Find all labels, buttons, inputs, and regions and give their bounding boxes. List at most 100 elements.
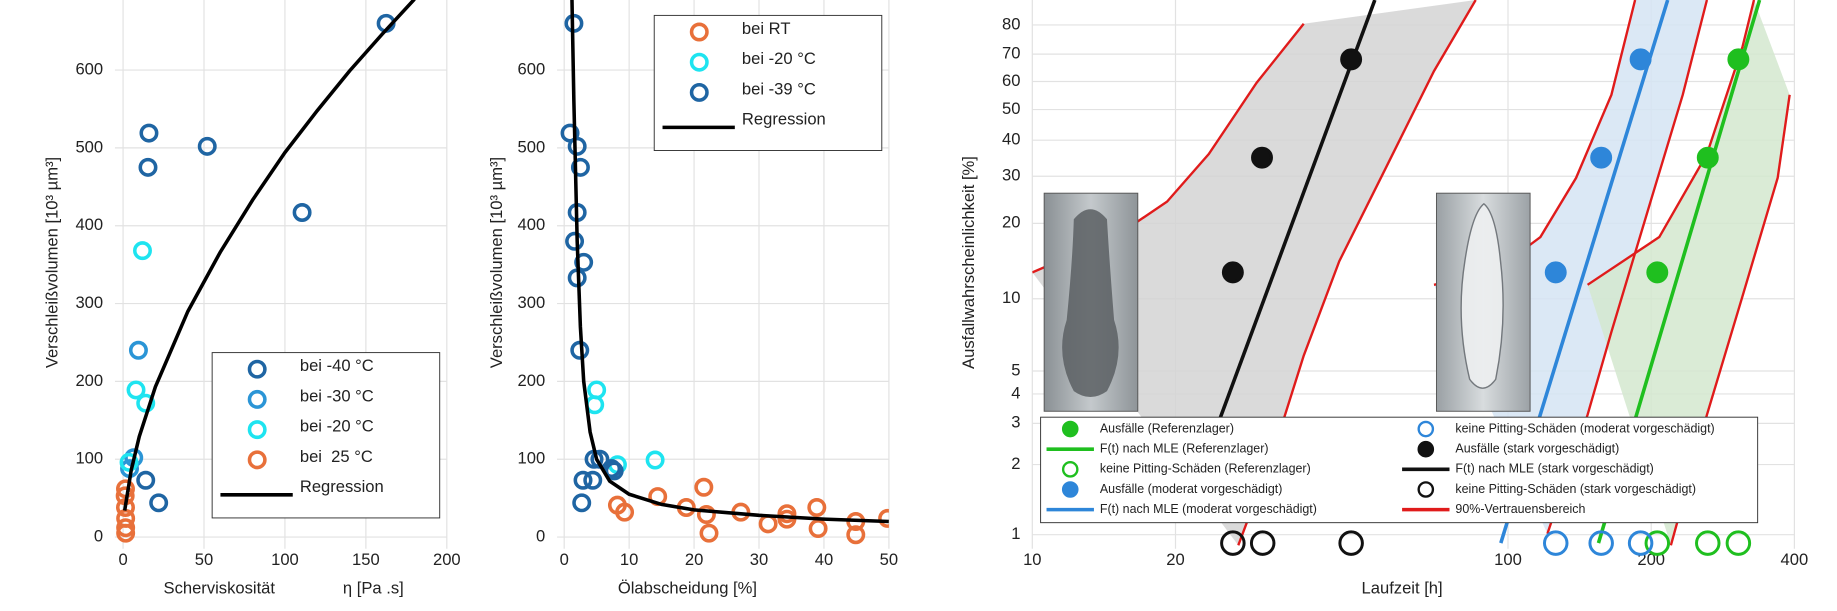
x-tick-label: 200: [433, 550, 461, 569]
photo-wear-mark: [1460, 202, 1504, 389]
x-tick-label: 150: [352, 550, 380, 569]
data-point: [807, 498, 827, 517]
x-tick-label: 50: [195, 550, 213, 569]
x-tick-label: 100: [1494, 550, 1522, 569]
x-axis-label: Laufzeit [h]: [1362, 578, 1443, 597]
legend: bei RT bei -20 °C bei -39 °C Regression: [653, 14, 883, 151]
y-axis-label: Ausfallwahrscheinlichkeit [%]: [959, 156, 978, 369]
x-tick-label: 10: [620, 550, 638, 569]
legend-label: bei RT: [742, 19, 791, 38]
legend-swatch: [247, 359, 267, 379]
x-tick-label: 30: [750, 550, 768, 569]
data-point: [574, 252, 594, 272]
data-point: [1629, 48, 1652, 71]
legend-label: bei -40 °C: [300, 356, 374, 375]
y-tick-label: 400: [518, 215, 546, 234]
y-tick-label: 200: [518, 371, 546, 390]
photo-insets: [1043, 192, 1531, 412]
legend-label: bei -20 °C: [300, 417, 374, 436]
legend-label: Regression: [742, 110, 826, 129]
legend-label: bei 25 °C: [300, 447, 373, 466]
legend-swatch: [689, 52, 709, 72]
data-point: [565, 231, 585, 251]
photo-wear-mark: [1062, 209, 1119, 398]
legend: Ausfälle (Referenzlager) F(t) nach MLE (R…: [1040, 416, 1759, 524]
y-tick-label: 200: [75, 371, 103, 390]
data-point: [126, 380, 146, 400]
y-tick-label: 50: [1002, 99, 1020, 118]
legend-label: 90%-Vertrauensbereich: [1455, 502, 1585, 516]
data-point: [133, 241, 152, 261]
legend-swatch: [247, 420, 267, 440]
regression-line: [122, 0, 416, 511]
y-tick-label: 500: [518, 137, 546, 156]
y-tick-label: 60: [1002, 71, 1020, 90]
data-point: [878, 508, 889, 528]
legend-label: Regression: [300, 477, 384, 496]
legend-swatch: [1417, 440, 1435, 458]
y-tick-label: 70: [1002, 43, 1020, 62]
x-tick-label: 50: [880, 550, 898, 569]
y-tick-label: 100: [75, 449, 103, 468]
chart: 0 10 20 30 40 500100200300400500600Ölabscheid…: [487, 0, 898, 597]
legend-label: F(t) nach MLE (stark vorgeschädigt): [1455, 462, 1653, 476]
legend-swatch: [247, 450, 267, 470]
y-tick-label: 300: [75, 293, 103, 312]
x-axis-label: Ölabscheidung [%]: [618, 578, 757, 597]
data-point: [1221, 261, 1244, 284]
y-tick-label: 3: [1011, 413, 1020, 432]
legend-swatch: [247, 389, 267, 409]
x-axis-unit: η [Pa .s]: [343, 578, 404, 597]
x-axis-label: Scherviskosität: [164, 578, 276, 597]
legend-label: F(t) nach MLE (moderat vorgeschädigt): [1100, 502, 1317, 516]
x-tick-label: 20: [1166, 550, 1184, 569]
legend-label: bei -30 °C: [300, 386, 374, 405]
legend-label: bei -20 °C: [742, 49, 816, 68]
data-point: [1543, 530, 1569, 556]
y-tick-label: 10: [1002, 288, 1020, 307]
data-point: [583, 470, 603, 490]
legend-swatch: [1061, 420, 1079, 438]
legend-label: F(t) nach MLE (Referenzlager): [1100, 441, 1269, 455]
legend-swatch: [689, 22, 709, 42]
data-point: [846, 525, 866, 545]
confidence-band-area: [1032, 0, 1476, 546]
legend-label: Ausfälle (moderat vorgeschädigt): [1100, 482, 1283, 496]
x-tick-label: 40: [815, 550, 833, 569]
data-point: [572, 493, 592, 513]
y-tick-label: 600: [75, 59, 103, 78]
data-point: [573, 470, 593, 490]
data-point: [758, 514, 778, 534]
plot-area: [115, 0, 416, 543]
y-tick-label: 2: [1011, 454, 1020, 473]
data-point: [1338, 530, 1364, 556]
y-tick-label: 0: [94, 526, 103, 545]
data-point: [587, 380, 607, 400]
data-point: [1251, 146, 1273, 169]
plot-area: [560, 0, 889, 545]
data-point: [1220, 530, 1246, 556]
data-point: [138, 157, 158, 177]
legend-swatch: [689, 82, 709, 102]
regression-line: [570, 0, 889, 524]
y-axis-label: Verschleißvolumen [10³ µm³]: [43, 157, 62, 368]
marker-layer: [1220, 48, 1752, 556]
data-point: [139, 123, 159, 143]
x-tick-label: 20: [685, 550, 703, 569]
data-point: [1725, 530, 1752, 556]
y-tick-label: 30: [1002, 166, 1020, 185]
data-point: [567, 136, 587, 156]
data-point: [128, 340, 148, 360]
data-point: [1340, 48, 1363, 71]
y-tick-label: 1: [1011, 524, 1020, 543]
x-tick-label: 10: [1023, 550, 1041, 569]
legend-label: Ausfälle (Referenzlager): [1100, 421, 1234, 435]
data-point: [116, 523, 136, 543]
y-tick-label: 600: [518, 59, 546, 78]
y-axis-label: Verschleißvolumen [10³ µm³]: [487, 157, 506, 368]
y-tick-label: 400: [75, 215, 103, 234]
x-tick-label: 100: [271, 550, 299, 569]
y-tick-label: 300: [518, 293, 546, 312]
legend-label: keine Pitting-Schäden (Referenzlager): [1100, 462, 1311, 476]
